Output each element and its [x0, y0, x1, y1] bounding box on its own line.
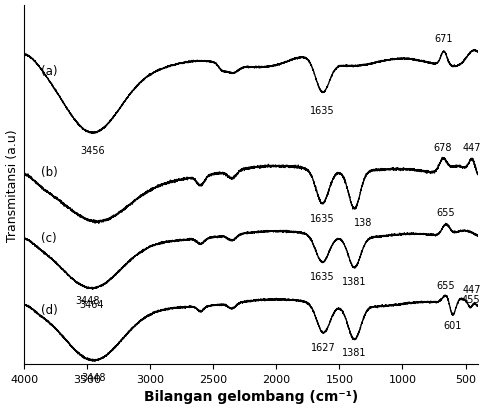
Text: 1381: 1381 — [342, 276, 366, 287]
Text: (a): (a) — [41, 65, 57, 78]
Text: 3456: 3456 — [81, 146, 105, 156]
Text: 601: 601 — [444, 320, 462, 330]
Text: (d): (d) — [41, 303, 57, 317]
Text: 1381: 1381 — [342, 348, 366, 357]
Text: 447: 447 — [463, 284, 482, 294]
Text: 1635: 1635 — [310, 105, 335, 115]
Text: 138: 138 — [354, 217, 373, 227]
Y-axis label: Transmitansi (a.u): Transmitansi (a.u) — [5, 129, 19, 241]
Text: 455: 455 — [462, 294, 481, 304]
Text: 3448: 3448 — [75, 296, 100, 306]
Text: 3448: 3448 — [81, 372, 106, 382]
Text: (c): (c) — [41, 232, 56, 245]
Text: (b): (b) — [41, 166, 57, 179]
Text: 655: 655 — [437, 207, 455, 217]
Text: 1635: 1635 — [310, 213, 335, 223]
Text: 447: 447 — [463, 142, 482, 152]
Text: 678: 678 — [434, 142, 452, 153]
Text: 1635: 1635 — [310, 272, 335, 281]
Text: 671: 671 — [435, 34, 453, 43]
Text: 655: 655 — [437, 281, 455, 290]
Text: 1627: 1627 — [311, 342, 336, 352]
X-axis label: Bilangan gelombang (cm⁻¹): Bilangan gelombang (cm⁻¹) — [144, 389, 358, 403]
Text: 3464: 3464 — [80, 300, 104, 310]
